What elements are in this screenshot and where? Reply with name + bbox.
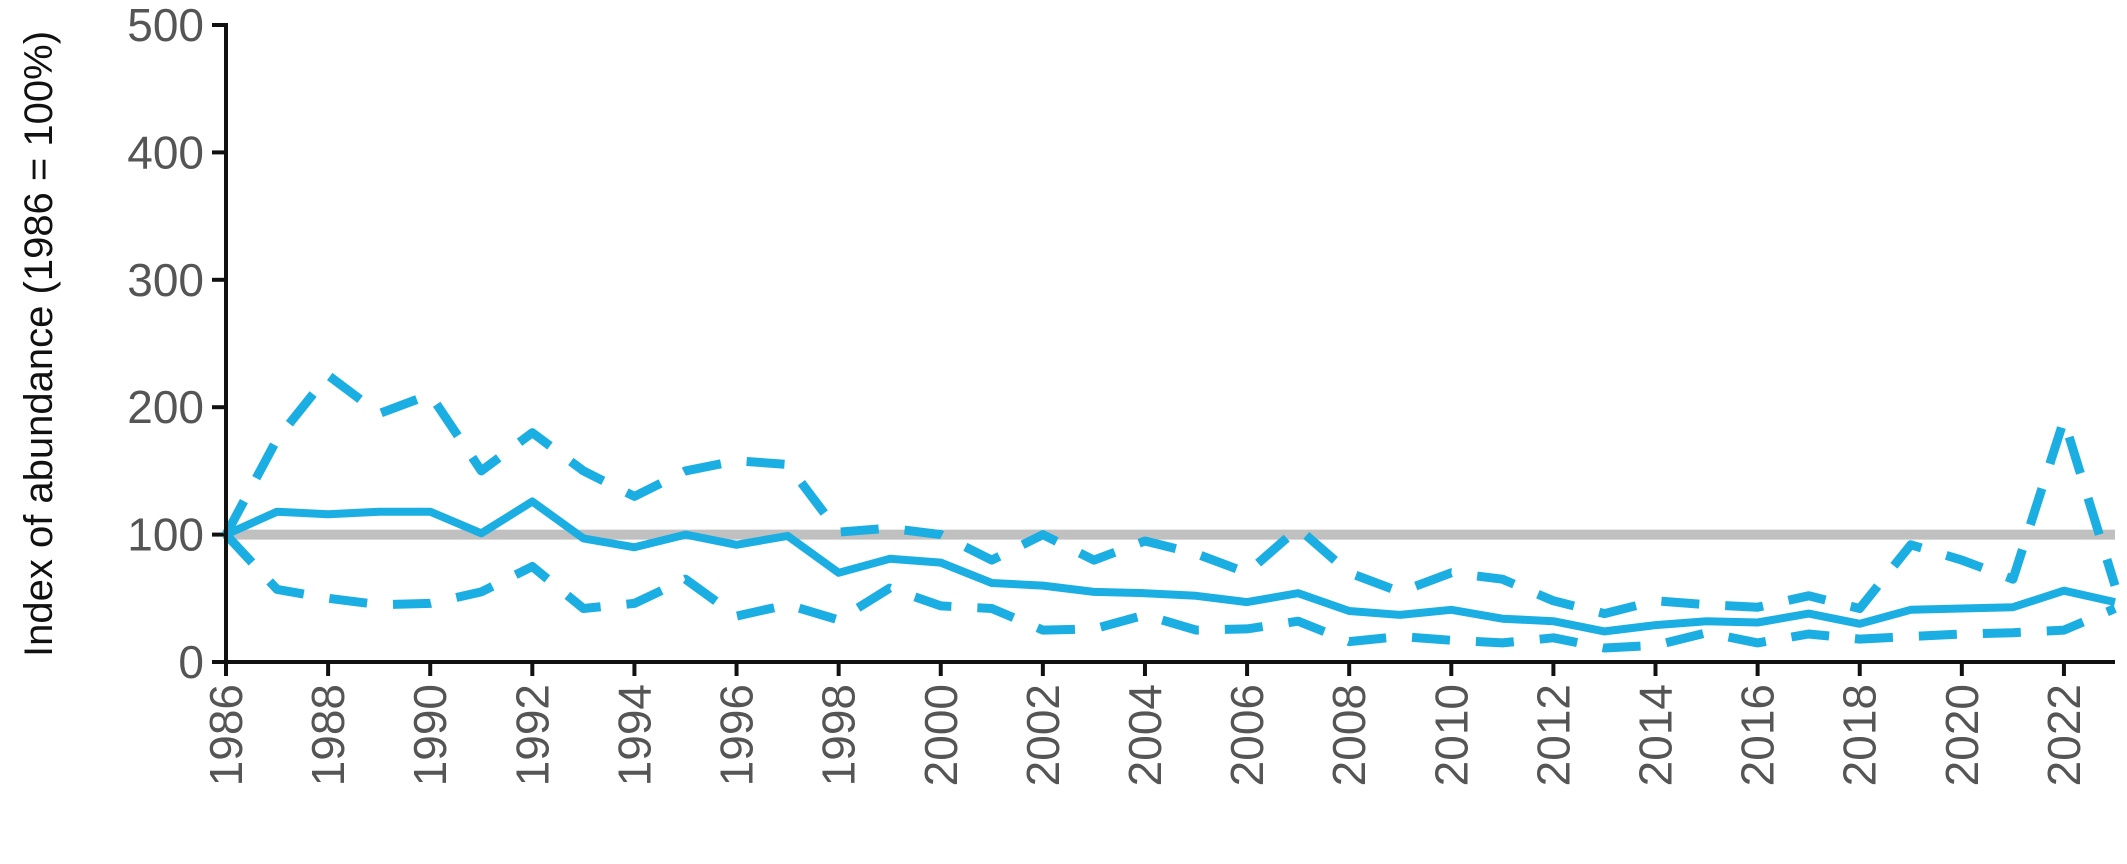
x-tick-label: 2010 xyxy=(1425,684,1477,786)
x-tick-label: 1994 xyxy=(608,684,660,786)
x-tick-label: 2008 xyxy=(1323,684,1375,786)
x-axis-ticks: 1986 1988 1990 1992 1994 1996 1998 2000 2002 2004… xyxy=(200,662,2090,786)
x-tick-label: 2014 xyxy=(1630,684,1682,786)
x-tick-label: 1988 xyxy=(302,684,354,786)
y-tick-label: 0 xyxy=(178,636,204,688)
x-tick-label: 2004 xyxy=(1119,684,1171,786)
y-axis-title: Index of abundance (1986 = 100%) xyxy=(17,31,61,657)
x-tick-label: 2022 xyxy=(2038,684,2090,786)
y-tick-label: 300 xyxy=(127,254,204,306)
series-layer xyxy=(222,370,2120,653)
y-tick-label: 200 xyxy=(127,381,204,433)
trend-line xyxy=(224,497,2116,636)
x-tick-label: 1996 xyxy=(711,684,763,786)
x-tick-label: 1992 xyxy=(506,684,558,786)
confidence-limit-line-2 xyxy=(222,531,2117,653)
y-axis-ticks: 0 100 200 300 400 500 xyxy=(127,0,226,688)
x-tick-label: 2016 xyxy=(1732,684,1784,786)
x-tick-label: 2006 xyxy=(1221,684,1273,786)
x-tick-label: 1986 xyxy=(200,684,252,786)
x-tick-label: 2020 xyxy=(1936,684,1988,786)
y-tick-label: 100 xyxy=(127,509,204,561)
confidence-limit-line-1 xyxy=(222,370,2120,619)
x-tick-label: 2002 xyxy=(1017,684,1069,786)
y-tick-label: 500 xyxy=(127,0,204,51)
x-tick-label: 1990 xyxy=(404,684,456,786)
y-tick-label: 400 xyxy=(127,126,204,178)
x-tick-label: 2000 xyxy=(915,684,967,786)
x-tick-label: 2012 xyxy=(1527,684,1579,786)
x-tick-label: 2018 xyxy=(1834,684,1886,786)
x-tick-label: 1998 xyxy=(813,684,865,786)
